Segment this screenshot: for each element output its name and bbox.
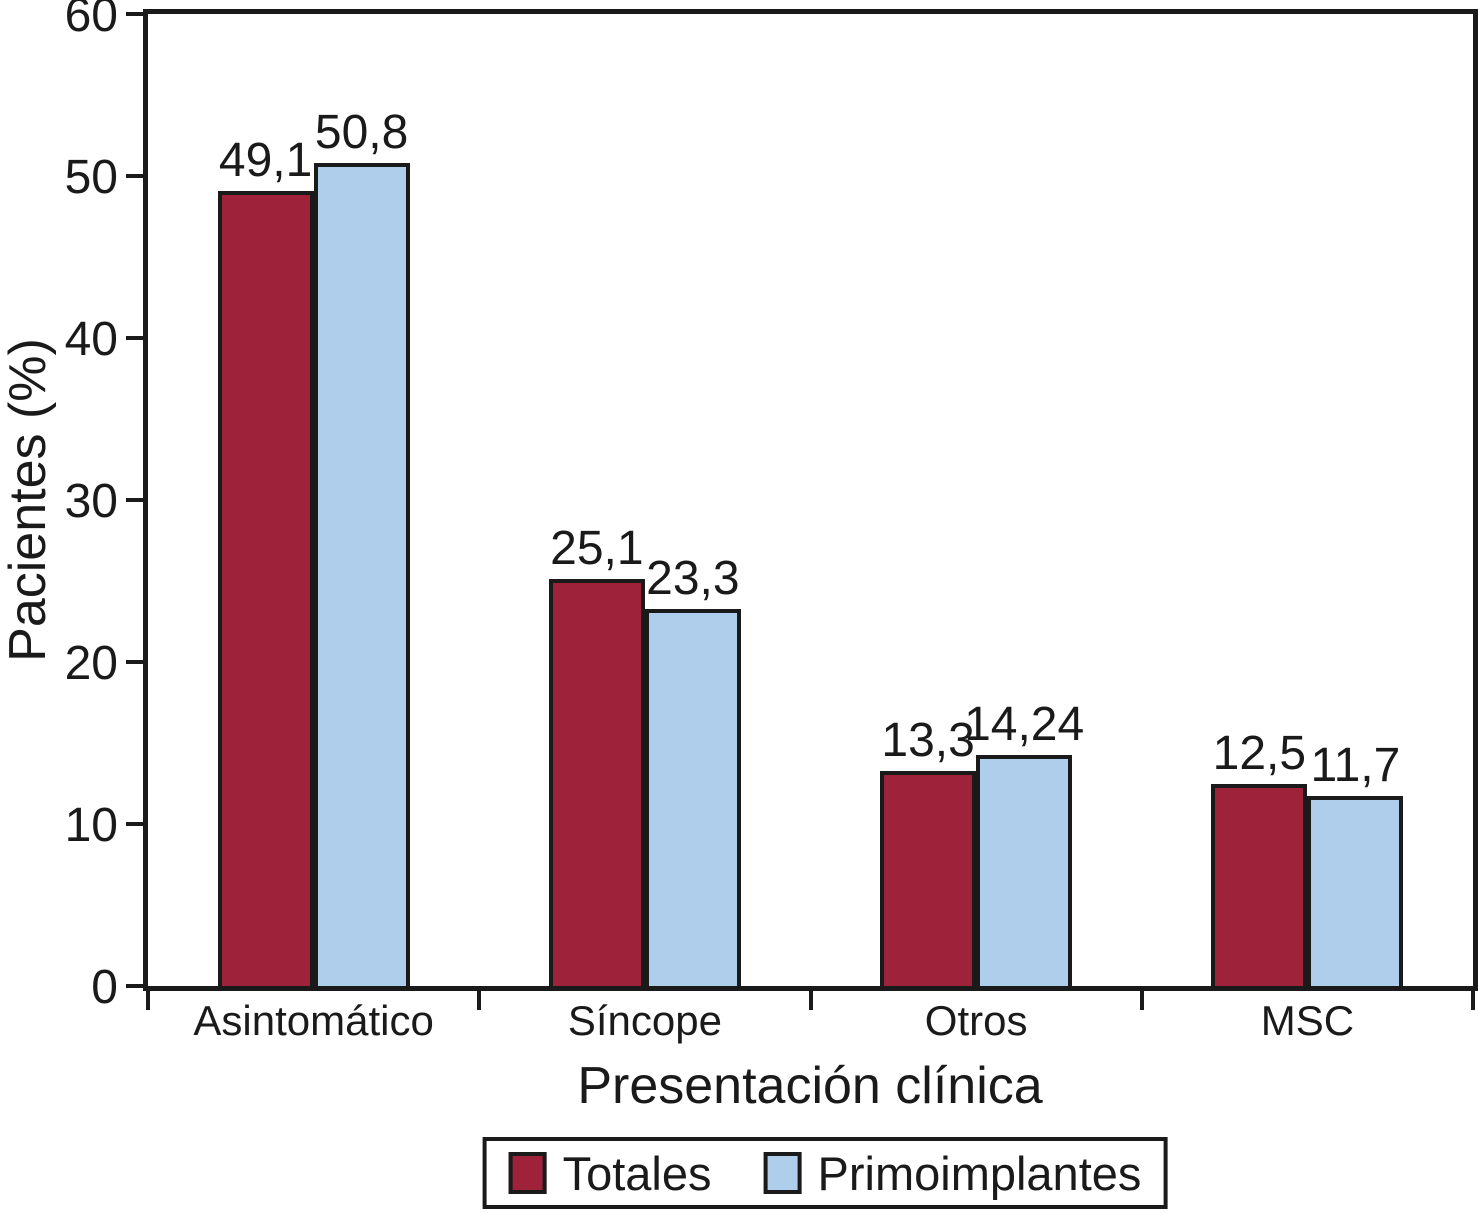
y-tick-label: 10 xyxy=(64,799,118,852)
bar-value-label: 13,3 xyxy=(881,713,975,767)
y-tick xyxy=(126,498,148,502)
legend-swatch xyxy=(763,1152,802,1194)
bar-value-label: 50,8 xyxy=(314,106,409,160)
legend-item: Totales xyxy=(508,1146,712,1200)
x-tick xyxy=(1139,986,1144,1010)
legend-swatch xyxy=(508,1152,547,1194)
legend-item: Primoimplantes xyxy=(763,1146,1142,1200)
legend: Totales Primoimplantes xyxy=(482,1137,1168,1209)
y-tick xyxy=(126,660,148,664)
bar xyxy=(1211,783,1308,986)
bar-value-label: 25,1 xyxy=(550,522,644,576)
y-tick xyxy=(126,336,148,340)
y-tick-label: 40 xyxy=(64,313,118,366)
y-tick-label: 30 xyxy=(64,475,118,528)
bar xyxy=(644,608,741,986)
category-label: Asintomático xyxy=(193,997,434,1044)
bar-value-label: 11,7 xyxy=(1310,739,1401,793)
bar xyxy=(976,755,1073,986)
bar-value-label: 49,1 xyxy=(218,133,313,187)
y-tick-label: 60 xyxy=(64,0,118,42)
legend-label: Primoimplantes xyxy=(817,1146,1142,1200)
x-tick xyxy=(808,986,813,1010)
x-axis-title: Presentación clínica xyxy=(577,1057,1043,1115)
x-tick xyxy=(1471,986,1475,1010)
y-tick xyxy=(126,984,148,988)
bar xyxy=(548,579,645,986)
bar xyxy=(217,190,314,986)
category-label: Síncope xyxy=(567,997,722,1044)
y-tick xyxy=(126,174,148,178)
y-tick-label: 0 xyxy=(91,961,118,1014)
x-tick xyxy=(477,986,482,1010)
y-tick xyxy=(126,822,148,826)
bar-value-label: 12,5 xyxy=(1212,726,1307,780)
x-tick xyxy=(146,986,150,1010)
bar xyxy=(313,163,410,986)
y-tick-label: 20 xyxy=(64,637,118,690)
bar xyxy=(880,770,977,986)
category-label: MSC xyxy=(1260,997,1355,1044)
legend-label: Totales xyxy=(562,1146,712,1200)
category-label: Otros xyxy=(924,997,1028,1044)
bar-value-label: 23,3 xyxy=(646,551,740,605)
bar xyxy=(1307,796,1404,986)
bar-value-label: 14,24 xyxy=(964,698,1085,752)
y-tick-label: 50 xyxy=(64,151,118,204)
plot-area: 49,1 50,8 25,1 23,3 13,3 14,24 12,5 11,7 xyxy=(143,9,1478,991)
y-tick xyxy=(126,12,148,16)
